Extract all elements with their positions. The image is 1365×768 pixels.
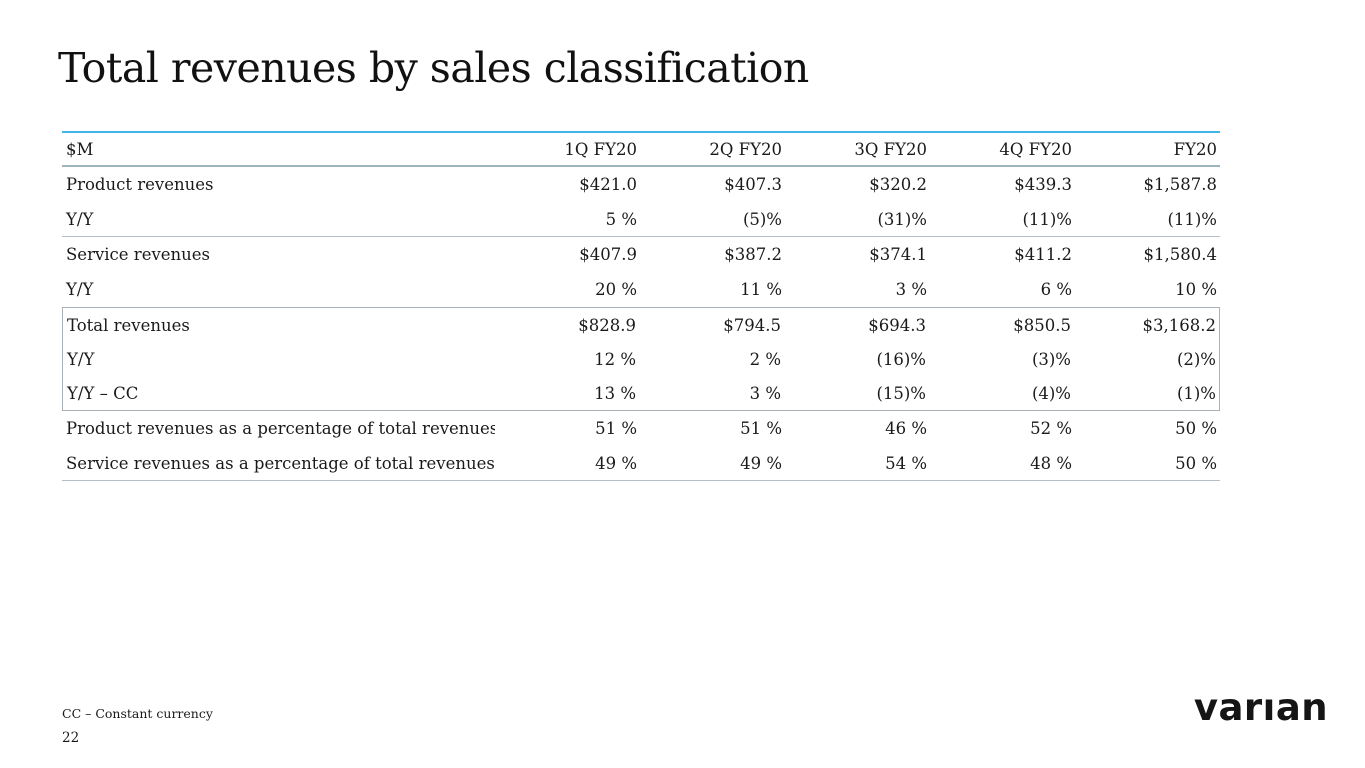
row-label: Y/Y <box>66 280 94 299</box>
cell-value: 3 % <box>895 280 927 299</box>
column-header-fy: FY20 <box>1173 139 1217 159</box>
table-row-service-revenues: Service revenues $407.9 $387.2 $374.1 $4… <box>62 237 1220 272</box>
column-header-4q: 4Q FY20 <box>999 139 1072 159</box>
row-label: Y/Y <box>66 209 94 229</box>
row-label: Product revenues as a percentage of tota… <box>66 419 495 438</box>
unit-label: $M <box>66 139 94 159</box>
column-header-3q: 3Q FY20 <box>854 139 927 159</box>
cell-value: $1,587.8 <box>1143 175 1217 194</box>
cell-value: 49 % <box>595 453 637 473</box>
cell-value: (16)% <box>876 349 926 369</box>
table-row-service-pct: Service revenues as a percentage of tota… <box>62 446 1220 481</box>
cell-value: $407.3 <box>724 175 782 194</box>
row-label: Y/Y – CC <box>67 383 139 403</box>
table-row-product-yoy: Y/Y 5 % (5)% (31)% (11)% (11)% <box>62 202 1220 237</box>
table-row-product-pct: Product revenues as a percentage of tota… <box>62 411 1220 446</box>
cell-value: $694.3 <box>868 315 926 335</box>
page-title: Total revenues by sales classification <box>58 44 809 92</box>
cell-value: 48 % <box>1030 453 1072 473</box>
row-label: Y/Y <box>67 349 95 369</box>
table-row-total-yoy-cc: Y/Y – CC 13 % 3 % (15)% (4)% (1)% <box>63 376 1219 410</box>
page-number: 22 <box>62 730 80 746</box>
table-row-product-revenues: Product revenues $421.0 $407.3 $320.2 $4… <box>62 167 1220 202</box>
cell-value: (4)% <box>1031 383 1071 403</box>
cell-value: 13 % <box>594 383 636 403</box>
cell-value: $828.9 <box>578 315 636 335</box>
footnote: CC – Constant currency <box>62 706 213 721</box>
cell-value: (3)% <box>1031 349 1071 369</box>
cell-value: (11)% <box>1167 209 1217 229</box>
row-label: Total revenues <box>67 315 190 335</box>
cell-value: 2 % <box>749 349 781 369</box>
column-header-2q: 2Q FY20 <box>709 139 782 159</box>
cell-value: (11)% <box>1022 209 1072 229</box>
cell-value: 50 % <box>1175 453 1217 473</box>
cell-value: 51 % <box>595 419 637 438</box>
cell-value: 49 % <box>740 453 782 473</box>
table-row-service-yoy: Y/Y 20 % 11 % 3 % 6 % 10 % <box>62 272 1220 307</box>
cell-value: $850.5 <box>1013 315 1071 335</box>
cell-value: 11 % <box>740 280 782 299</box>
table-row-total-yoy: Y/Y 12 % 2 % (16)% (3)% (2)% <box>63 342 1219 376</box>
cell-value: $320.2 <box>869 175 927 194</box>
cell-value: 3 % <box>749 383 781 403</box>
cell-value: (15)% <box>876 383 926 403</box>
table-row-total-revenues: Total revenues $828.9 $794.5 $694.3 $850… <box>63 308 1219 342</box>
row-label: Product revenues <box>66 175 214 194</box>
cell-value: 46 % <box>885 419 927 438</box>
row-label: Service revenues as a percentage of tota… <box>66 453 495 473</box>
cell-value: $439.3 <box>1014 175 1072 194</box>
table-header-row: $M 1Q FY20 2Q FY20 3Q FY20 4Q FY20 FY20 <box>62 131 1220 167</box>
cell-value: (31)% <box>877 209 927 229</box>
cell-value: $411.2 <box>1014 245 1072 264</box>
cell-value: $407.9 <box>579 245 637 264</box>
varian-logo-text: varıan <box>1193 686 1329 729</box>
cell-value: (1)% <box>1176 383 1216 403</box>
cell-value: 52 % <box>1030 419 1072 438</box>
cell-value: $421.0 <box>579 175 637 194</box>
cell-value: $794.5 <box>723 315 781 335</box>
cell-value: (5)% <box>742 209 782 229</box>
cell-value: 54 % <box>885 453 927 473</box>
cell-value: $1,580.4 <box>1143 245 1217 264</box>
cell-value: 6 % <box>1040 280 1072 299</box>
cell-value: (2)% <box>1176 349 1216 369</box>
total-revenues-highlight-box: Total revenues $828.9 $794.5 $694.3 $850… <box>62 307 1220 411</box>
cell-value: 10 % <box>1175 280 1217 299</box>
cell-value: 20 % <box>595 280 637 299</box>
cell-value: $3,168.2 <box>1142 315 1216 335</box>
revenue-table: $M 1Q FY20 2Q FY20 3Q FY20 4Q FY20 FY20 … <box>62 131 1220 481</box>
cell-value: 12 % <box>594 349 636 369</box>
row-label: Service revenues <box>66 245 211 264</box>
cell-value: 51 % <box>740 419 782 438</box>
cell-value: $387.2 <box>724 245 782 264</box>
column-header-1q: 1Q FY20 <box>564 139 637 159</box>
varian-logo: varıan <box>1157 674 1365 741</box>
cell-value: $374.1 <box>869 245 927 264</box>
cell-value: 5 % <box>605 209 637 229</box>
cell-value: 50 % <box>1175 419 1217 438</box>
